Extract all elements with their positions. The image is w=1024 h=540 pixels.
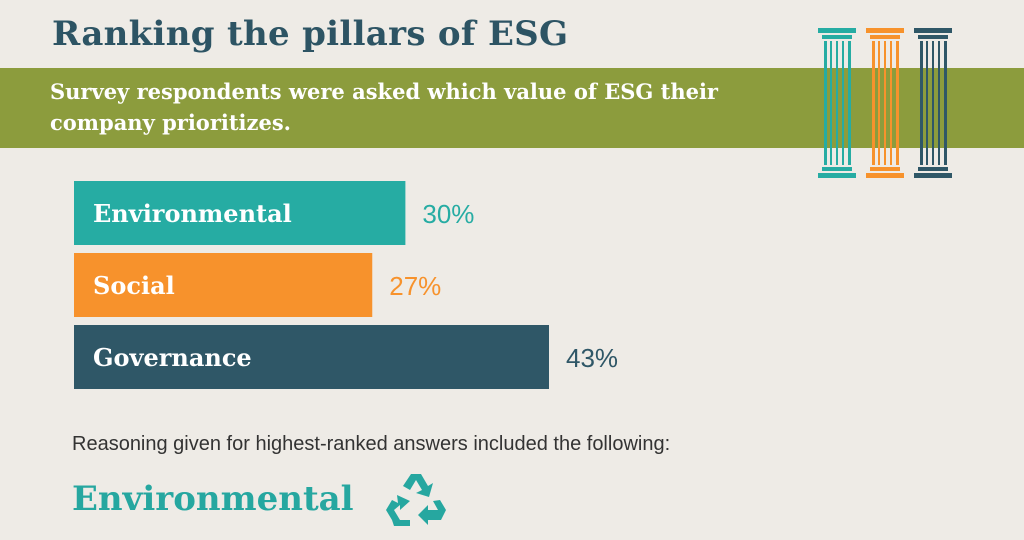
- bar-group-social: Social 27%: [74, 253, 441, 317]
- cut-off-text-line: [72, 528, 892, 540]
- page-subtitle: Survey respondents were asked which valu…: [50, 79, 718, 135]
- reasoning-text: Reasoning given for highest-ranked answe…: [72, 433, 671, 455]
- bar-governance: [74, 325, 549, 389]
- section-heading-environmental: Environmental: [72, 479, 354, 519]
- recycle-arrows: [386, 474, 446, 526]
- bar-group-environmental: Environmental 30%: [74, 181, 474, 245]
- esg-bar-chart: Environmental 30% Social 27% Governance 43%: [74, 181, 618, 389]
- bar-social: [74, 253, 373, 317]
- pillar-teal-icon: [818, 28, 856, 178]
- page-title: Ranking the pillars of ESG: [52, 14, 569, 54]
- bar-environmental: [74, 181, 406, 245]
- recycle-icon: [386, 474, 446, 526]
- pillar-navy-icon: [914, 28, 952, 178]
- bar-label-environmental: Environmental: [93, 199, 292, 228]
- bar-value-governance: 43%: [566, 343, 618, 373]
- bar-value-social: 27%: [389, 271, 441, 301]
- bar-label-governance: Governance: [93, 343, 252, 372]
- pillar-orange-icon: [866, 28, 904, 178]
- subtitle-band: [0, 68, 1024, 148]
- pillars-icon: [818, 28, 952, 178]
- bar-label-social: Social: [93, 271, 175, 300]
- bar-group-governance: Governance 43%: [74, 325, 618, 389]
- bar-value-environmental: 30%: [422, 199, 474, 229]
